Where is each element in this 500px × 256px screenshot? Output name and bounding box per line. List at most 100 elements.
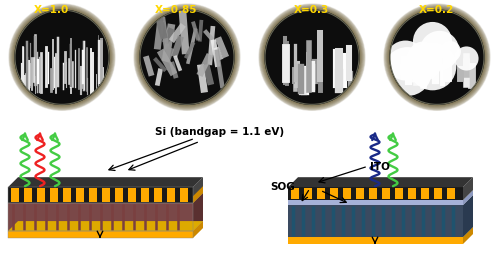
Bar <box>288 200 463 205</box>
Bar <box>24 188 32 202</box>
Circle shape <box>12 7 112 108</box>
Bar <box>395 188 403 199</box>
Bar <box>343 188 351 199</box>
Circle shape <box>264 9 360 105</box>
Circle shape <box>14 9 110 105</box>
Bar <box>288 237 463 244</box>
Circle shape <box>140 10 234 104</box>
Polygon shape <box>193 221 203 238</box>
Circle shape <box>384 4 490 110</box>
Point <box>418 60 426 64</box>
Text: SOG: SOG <box>270 182 295 192</box>
Polygon shape <box>193 177 203 203</box>
Bar <box>167 188 175 202</box>
Bar <box>37 188 45 202</box>
Bar <box>434 188 442 199</box>
Polygon shape <box>288 227 473 237</box>
Bar <box>304 188 312 199</box>
Bar <box>8 203 193 231</box>
Circle shape <box>388 7 486 107</box>
Text: X=0.3: X=0.3 <box>294 5 329 15</box>
Circle shape <box>388 8 486 106</box>
Circle shape <box>139 9 235 105</box>
Circle shape <box>136 7 237 108</box>
Bar <box>8 231 193 238</box>
Point <box>436 48 444 52</box>
Bar <box>447 188 455 199</box>
Circle shape <box>386 6 488 109</box>
Circle shape <box>15 10 109 104</box>
Bar <box>288 205 463 237</box>
Circle shape <box>10 6 114 109</box>
Bar <box>50 188 58 202</box>
Point <box>404 68 411 72</box>
Bar <box>369 188 377 199</box>
Bar <box>330 188 338 199</box>
Bar <box>291 188 299 199</box>
Bar <box>89 188 97 202</box>
Point <box>462 56 470 60</box>
Circle shape <box>10 5 114 110</box>
Circle shape <box>9 4 115 110</box>
Point <box>418 53 426 57</box>
Circle shape <box>15 10 109 104</box>
Circle shape <box>390 10 484 104</box>
Text: Si (bandgap = 1.1 eV): Si (bandgap = 1.1 eV) <box>155 127 284 137</box>
Point <box>446 49 454 53</box>
Bar <box>141 188 149 202</box>
Bar <box>8 203 193 231</box>
Circle shape <box>264 8 360 106</box>
Circle shape <box>134 4 240 110</box>
Polygon shape <box>8 221 203 231</box>
Bar <box>63 188 71 202</box>
Circle shape <box>138 7 236 107</box>
Circle shape <box>14 8 110 106</box>
Circle shape <box>262 7 362 107</box>
Bar <box>8 231 193 238</box>
Text: X=1.0: X=1.0 <box>34 5 69 15</box>
Bar <box>421 188 429 199</box>
Bar <box>128 188 136 202</box>
Circle shape <box>260 6 364 109</box>
Text: X=0.85: X=0.85 <box>155 5 198 15</box>
Circle shape <box>260 5 364 110</box>
Bar <box>102 188 110 202</box>
Circle shape <box>12 7 112 107</box>
Circle shape <box>389 9 485 105</box>
Polygon shape <box>288 177 473 187</box>
Circle shape <box>140 10 234 104</box>
Polygon shape <box>193 186 203 203</box>
Point <box>428 64 436 68</box>
Circle shape <box>265 10 359 104</box>
Bar <box>382 188 390 199</box>
Polygon shape <box>463 195 473 237</box>
Bar <box>8 187 193 203</box>
Text: ITO: ITO <box>370 162 390 172</box>
Bar <box>115 188 123 202</box>
Bar <box>408 188 416 199</box>
Point <box>408 67 416 71</box>
Circle shape <box>385 5 489 110</box>
Circle shape <box>390 10 484 104</box>
Circle shape <box>262 7 362 108</box>
Point <box>400 58 408 62</box>
Circle shape <box>138 8 235 106</box>
Text: X=0.2: X=0.2 <box>419 5 454 15</box>
Polygon shape <box>463 227 473 244</box>
Point <box>428 39 436 43</box>
Circle shape <box>135 5 239 110</box>
Circle shape <box>265 10 359 104</box>
Bar <box>180 188 188 202</box>
Bar <box>288 187 463 200</box>
Bar <box>11 188 19 202</box>
Bar <box>317 188 325 199</box>
Bar <box>356 188 364 199</box>
Bar <box>8 187 193 203</box>
Polygon shape <box>193 193 203 231</box>
Polygon shape <box>463 177 473 200</box>
Polygon shape <box>463 190 473 205</box>
Circle shape <box>386 7 488 108</box>
Bar <box>154 188 162 202</box>
Circle shape <box>259 4 365 110</box>
Circle shape <box>136 6 238 109</box>
